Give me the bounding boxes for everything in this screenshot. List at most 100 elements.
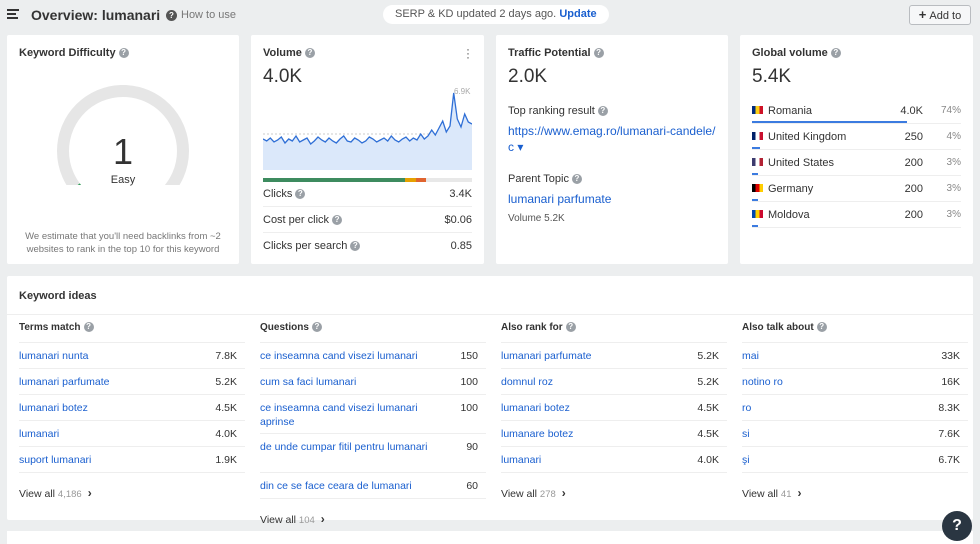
keyword-link[interactable]: lumanari parfumate (501, 350, 592, 362)
ideas-column-header: Also rank for? (501, 322, 576, 333)
country-volume: 4.0K (900, 105, 923, 117)
keyword-volume: 5.2K (215, 376, 237, 388)
keyword-ideas-title: Keyword ideas (19, 290, 97, 302)
keyword-link[interactable]: ce inseamna cand visezi lumanari (260, 350, 418, 362)
info-icon[interactable]: ? (565, 322, 576, 333)
view-all-count: 104 (298, 515, 315, 526)
keyword-link[interactable]: lumanari (501, 454, 542, 466)
info-icon[interactable]: ? (118, 48, 129, 59)
volume-value: 4.0K (263, 66, 303, 87)
view-all-link[interactable]: View all 104 › (260, 512, 325, 526)
keyword-volume: 4.5K (697, 428, 719, 440)
country-share-bar (752, 121, 907, 123)
ideas-column-header: Also talk about? (742, 322, 827, 333)
country-name: United Kingdom (768, 131, 847, 143)
top-ranking-url[interactable]: https://www.emag.ro/lumanari-candele/c ▾ (508, 124, 716, 154)
chevron-right-icon: › (320, 512, 325, 526)
menu-icon[interactable] (7, 9, 19, 19)
keyword-link[interactable]: lumanari parfumate (19, 376, 110, 388)
info-icon[interactable]: ? (304, 48, 315, 59)
keyword-link[interactable]: suport lumanari (19, 454, 92, 466)
country-row[interactable]: United States 200 3% (752, 150, 961, 176)
keyword-link[interactable]: lumanare botez (501, 428, 574, 440)
clicks-per-search-row: Clicks per search? 0.85 (263, 240, 472, 252)
country-share-bar (752, 173, 759, 175)
keyword-row: lumanari botez 4.5K (501, 395, 727, 421)
keyword-row: notino ro 16K (742, 369, 968, 395)
country-share-bar (752, 147, 761, 149)
info-icon[interactable]: ? (311, 322, 322, 333)
keyword-link[interactable]: ro (742, 402, 752, 414)
how-to-use-link[interactable]: ? How to use (166, 9, 236, 21)
flag-icon (752, 158, 763, 166)
view-all-link[interactable]: View all 278 › (501, 486, 566, 500)
keyword-link[interactable]: de unde cumpar fitil pentru lumanari (260, 441, 428, 453)
country-name: Romania (768, 105, 813, 117)
help-button[interactable]: ? (942, 511, 972, 541)
update-button[interactable]: Update (559, 8, 597, 20)
keyword-link[interactable]: lumanari (19, 428, 60, 440)
kd-note: We estimate that you'll need backlinks f… (25, 231, 221, 255)
info-icon[interactable]: ? (830, 48, 841, 59)
keyword-row: ce inseamna cand visezi lumanari aprinse… (260, 395, 486, 434)
keyword-link[interactable]: lumanari nunta (19, 350, 89, 362)
country-row[interactable]: Germany 200 3% (752, 176, 961, 202)
keyword-ideas-card: Keyword ideas Terms match? lumanari nunta… (7, 276, 973, 526)
country-volume: 200 (904, 157, 923, 169)
clicks-bar-segment (415, 178, 426, 182)
keyword-volume: 4.5K (215, 402, 237, 414)
keyword-volume: 4.0K (697, 454, 719, 466)
keyword-link[interactable]: domnul roz (501, 376, 553, 388)
info-icon[interactable]: ? (593, 48, 604, 59)
more-options-icon[interactable]: · · · (466, 42, 470, 64)
clicks-distribution-bar (263, 178, 472, 182)
clicks-row: Clicks? 3.4K (263, 181, 472, 207)
keyword-link[interactable]: mai (742, 350, 759, 362)
keyword-volume: 6.7K (938, 454, 960, 466)
keyword-volume: 4.5K (697, 402, 719, 414)
ideas-column-header: Questions? (260, 322, 322, 333)
keyword-link[interactable]: şi (742, 454, 750, 466)
country-row[interactable]: Moldova 200 3% (752, 202, 961, 228)
keyword-link[interactable]: notino ro (742, 376, 783, 388)
keyword-link[interactable]: lumanari botez (19, 402, 88, 414)
view-all-link[interactable]: View all 4,186 › (19, 486, 92, 500)
add-to-button[interactable]: + Add to (909, 5, 971, 25)
kd-label: Easy (110, 174, 136, 186)
keyword-volume: 5.2K (697, 376, 719, 388)
country-name: United States (768, 157, 835, 169)
info-icon[interactable]: ? (332, 215, 343, 226)
keyword-link[interactable]: din ce se face ceara de lumanari (260, 480, 412, 492)
keyword-row: ce inseamna cand visezi lumanari 150 (260, 343, 486, 369)
info-icon[interactable]: ? (597, 106, 608, 117)
parent-topic-link[interactable]: lumanari parfumate (508, 192, 612, 206)
country-row[interactable]: Romania 4.0K 74% (752, 98, 961, 124)
keyword-volume: 16K (941, 376, 960, 388)
info-icon[interactable]: ? (295, 189, 306, 200)
kd-gauge (57, 85, 189, 185)
keyword-row: domnul roz 5.2K (501, 369, 727, 395)
info-icon[interactable]: ? (571, 174, 582, 185)
keyword-link[interactable]: ce inseamna cand visezi lumanari aprinse (260, 402, 418, 428)
view-all-count: 41 (780, 489, 792, 500)
clicks-bar-segment (405, 178, 416, 182)
country-share: 3% (946, 183, 961, 194)
keyword-row: lumanari parfumate 5.2K (501, 343, 727, 369)
info-icon[interactable]: ? (83, 322, 94, 333)
info-icon[interactable]: ? (816, 322, 827, 333)
keyword-link[interactable]: cum sa faci lumanari (260, 376, 357, 388)
keyword-link[interactable]: si (742, 428, 750, 440)
info-icon[interactable]: ? (350, 241, 361, 252)
global-value: 5.4K (752, 66, 792, 87)
chevron-right-icon: › (797, 486, 802, 500)
top-ranking-label: Top ranking result? (508, 105, 608, 117)
keyword-row: lumanari 4.0K (501, 447, 727, 473)
keyword-volume: 33K (941, 350, 960, 362)
country-row[interactable]: United Kingdom 250 4% (752, 124, 961, 150)
serp-status-text: SERP & KD updated 2 days ago. (395, 8, 557, 20)
top-bar: Overview: lumanari ? How to use SERP & KD… (0, 0, 980, 30)
keyword-row: de unde cumpar fitil pentru lumanari 90 (260, 434, 486, 473)
keyword-row: cum sa faci lumanari 100 (260, 369, 486, 395)
view-all-link[interactable]: View all 41 › (742, 486, 802, 500)
keyword-link[interactable]: lumanari botez (501, 402, 570, 414)
